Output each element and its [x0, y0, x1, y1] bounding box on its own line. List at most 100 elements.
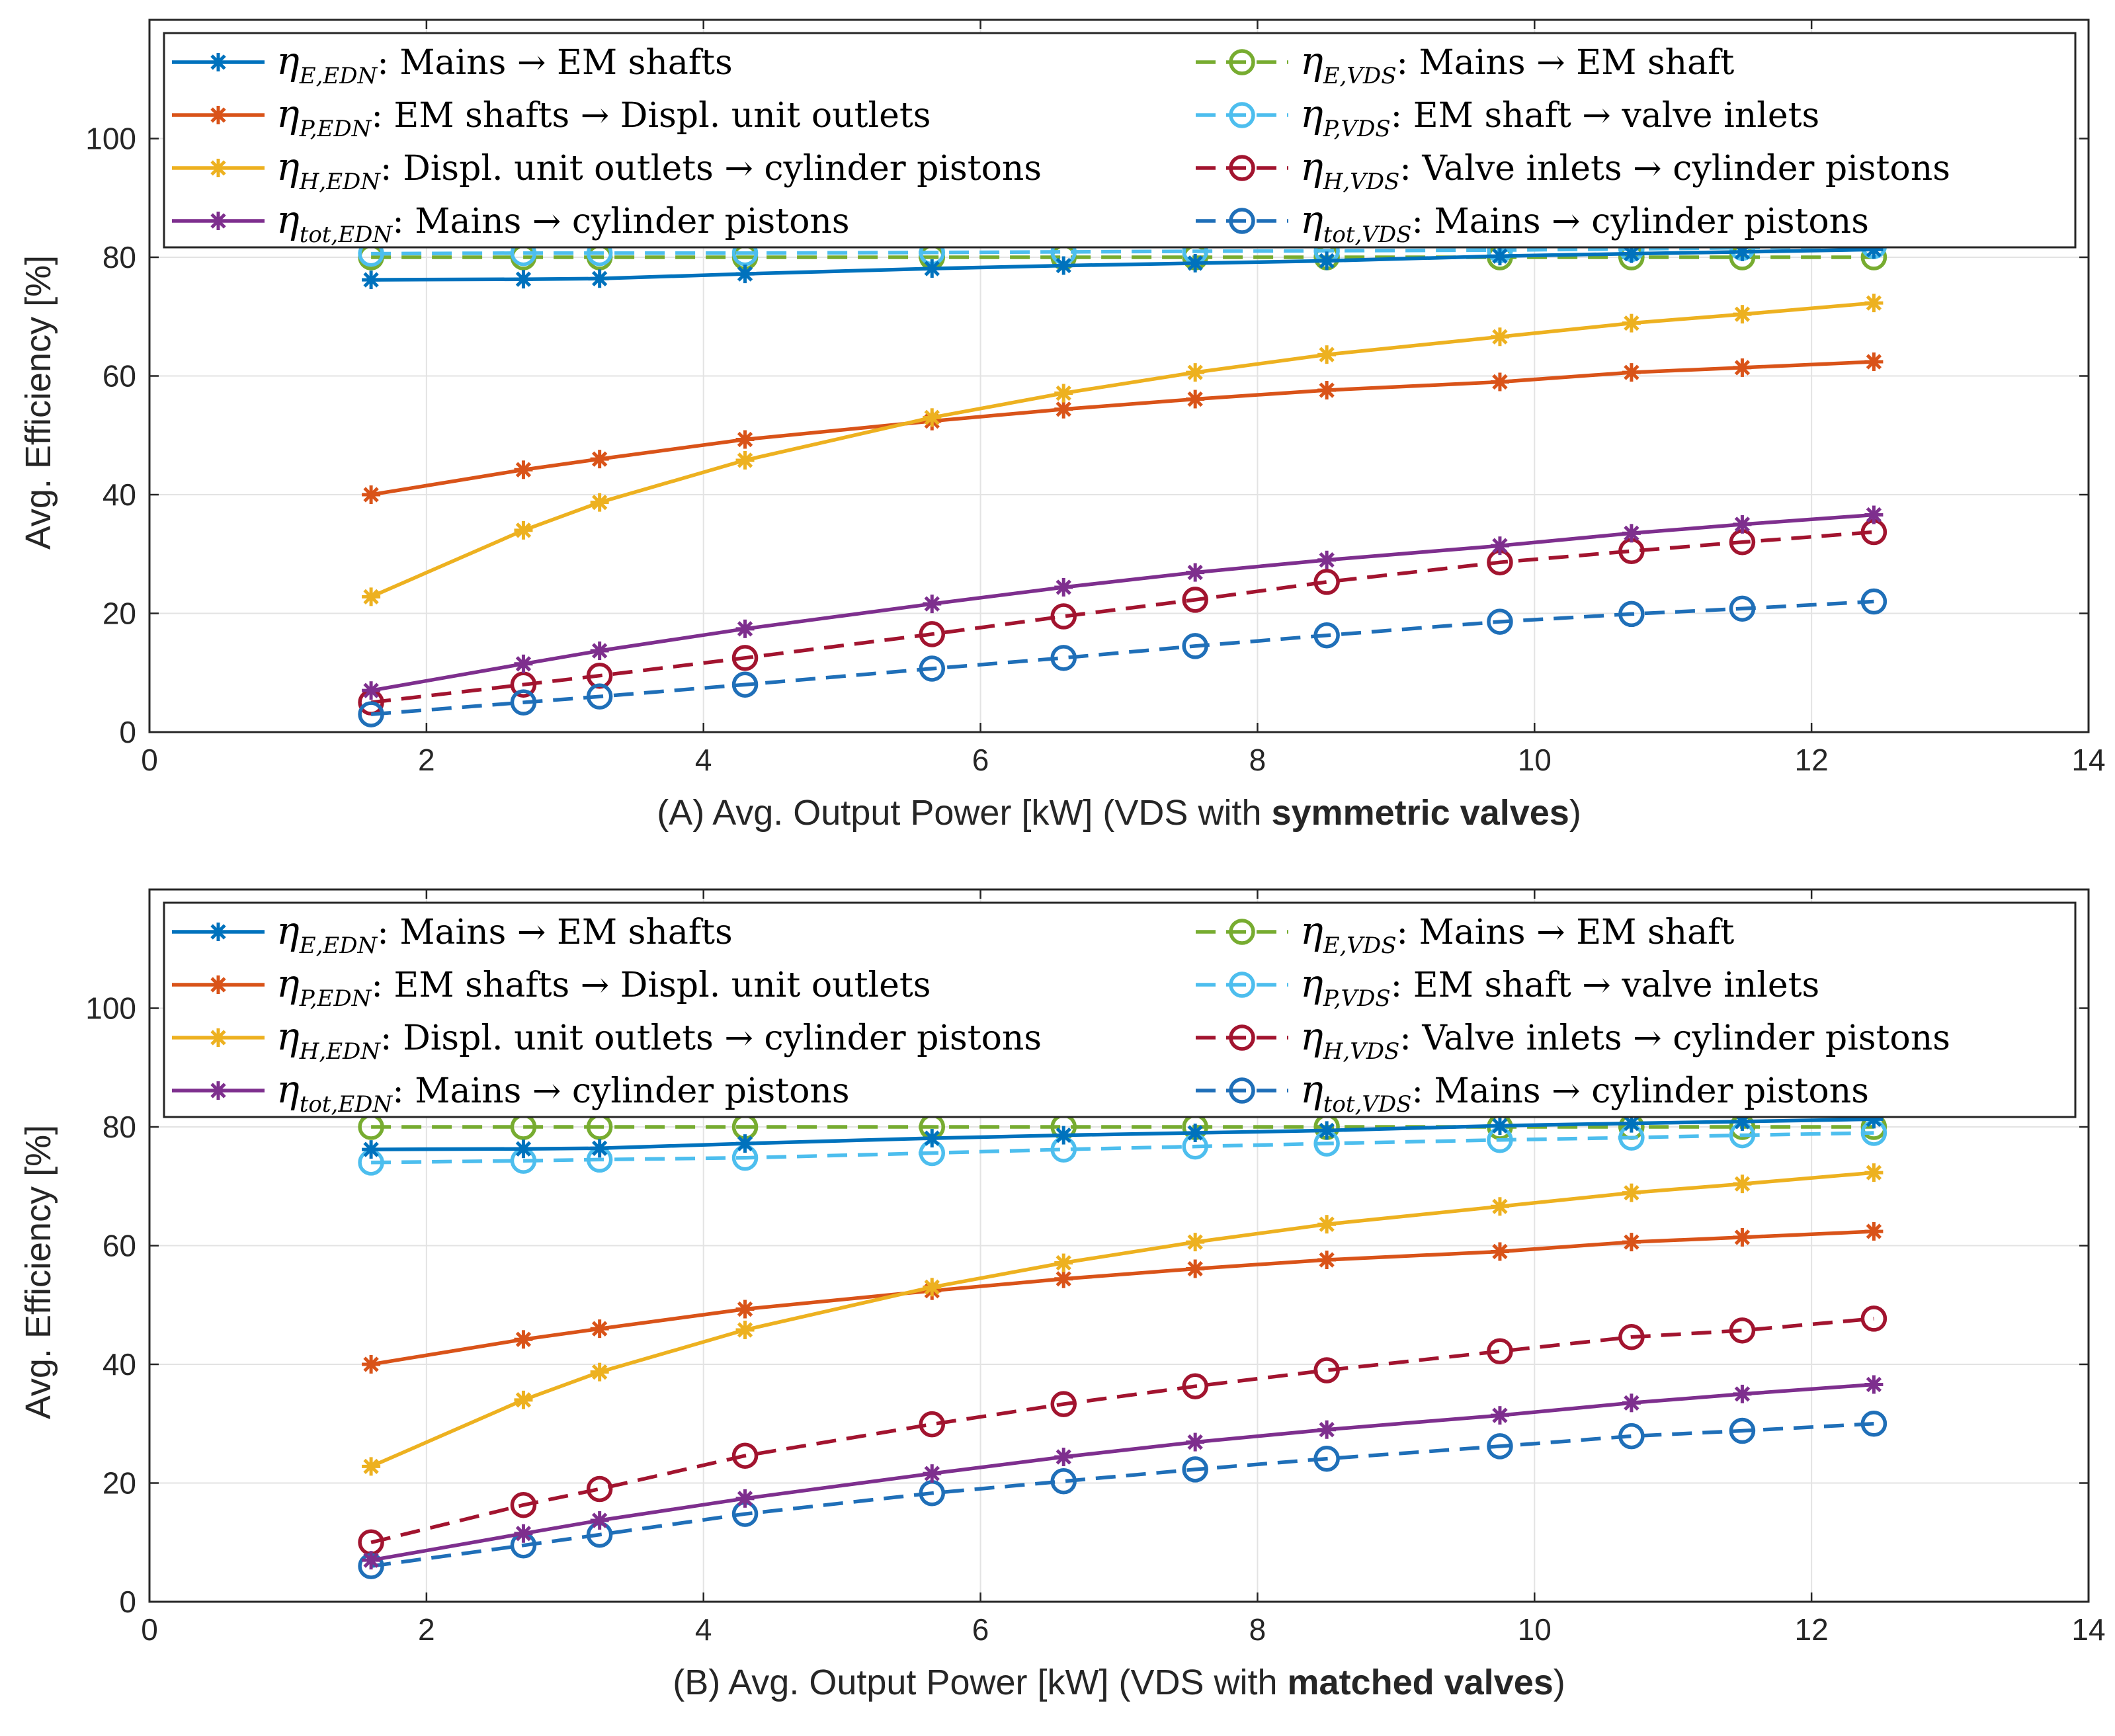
- data-point: [1186, 253, 1205, 272]
- x-axis-label-bold: matched valves: [1288, 1663, 1554, 1702]
- data-point: [1054, 384, 1073, 403]
- legend-subscript: H,VDS: [1323, 169, 1400, 195]
- data-point: [735, 619, 755, 638]
- legend-subscript: tot,VDS: [1323, 1091, 1412, 1118]
- legend-label: ηP,VDS: EM shaft → valve inlets: [1300, 91, 1819, 142]
- legend-description: : EM shaft → valve inlets: [1391, 96, 1820, 136]
- data-point: [1317, 1251, 1337, 1270]
- y-tick-label: 0: [119, 1585, 136, 1619]
- legend-label: ηH,EDN: Displ. unit outlets → cylinder p…: [276, 144, 1042, 195]
- x-axis-label-bold: symmetric valves: [1271, 793, 1569, 833]
- data-point: [514, 654, 533, 673]
- series-eta-P-EDN: [362, 352, 1884, 504]
- data-point: [590, 641, 609, 661]
- y-axis-label: Avg. Efficiency [%]: [19, 255, 58, 550]
- series-eta-tot-VDS: [358, 588, 1887, 727]
- x-axis-label-suffix: ): [1569, 793, 1581, 833]
- data-point: [1733, 1384, 1752, 1403]
- data-point: [1487, 1433, 1513, 1460]
- data-point: [1490, 1242, 1509, 1261]
- legend-marker: [1229, 1077, 1255, 1104]
- legend-subscript: H,VDS: [1323, 1038, 1400, 1065]
- legend-box: [163, 32, 2077, 249]
- data-point: [1618, 600, 1645, 628]
- x-axis-label-prefix: (B) Avg. Output Power [kW] (VDS with: [673, 1663, 1287, 1702]
- data-point: [590, 1362, 609, 1382]
- y-tick-label: 40: [103, 1347, 136, 1382]
- legend-description: : Mains → EM shaft: [1396, 913, 1734, 952]
- data-point: [923, 1129, 942, 1148]
- x-tick-label: 10: [1518, 1612, 1552, 1647]
- data-point: [514, 270, 533, 289]
- legend-marker: [1229, 208, 1255, 234]
- data-point: [590, 1511, 609, 1530]
- x-axis-label-prefix: (A) Avg. Output Power [kW] (VDS with: [657, 793, 1271, 833]
- series-eta-E-EDN: [362, 1110, 1884, 1159]
- ticks: 0 2 4 6 8 10 12 14 0 20 40 60 80 100: [85, 20, 2106, 777]
- data-point: [590, 1319, 609, 1339]
- data-point: [1313, 569, 1340, 595]
- data-point: [1729, 1317, 1756, 1344]
- data-point: [735, 1489, 755, 1508]
- data-point: [1186, 563, 1205, 582]
- legend-symbol: η: [1300, 91, 1323, 136]
- x-tick-label: 8: [1249, 1612, 1266, 1647]
- data-point: [1487, 608, 1513, 635]
- series-eta-H-VDS: [358, 1305, 1887, 1555]
- legend-description: : Mains → EM shaft: [1396, 43, 1734, 83]
- series-eta-H-EDN: [362, 1163, 1884, 1476]
- legend-subscript: E,EDN: [299, 932, 378, 959]
- data-point: [1054, 1448, 1073, 1467]
- legend-item-eta-P-VDS: ηP,VDS: EM shaft → valve inlets: [1196, 91, 1819, 142]
- y-tick-label: 20: [103, 1466, 136, 1501]
- x-tick-label: 14: [2071, 743, 2105, 777]
- data-point: [362, 681, 381, 700]
- data-point: [735, 450, 755, 470]
- legend-label: ηtot,VDS: Mains → cylinder pistons: [1300, 197, 1869, 248]
- legend-marker: [209, 923, 228, 941]
- panel-b: 0 2 4 6 8 10 12 14 0 20 40 60 80 100 Avg. Efficiency […: [19, 888, 2106, 1702]
- data-point: [1490, 1406, 1509, 1425]
- data-point: [731, 645, 759, 671]
- legend-marker: [1229, 102, 1255, 128]
- data-point: [731, 1442, 759, 1469]
- data-point: [923, 595, 942, 614]
- data-point: [1864, 294, 1884, 313]
- series-line: [370, 1229, 1874, 1366]
- y-tick-label: 60: [103, 359, 136, 393]
- data-point: [362, 270, 381, 290]
- data-point: [1054, 578, 1073, 597]
- x-tick-label: 14: [2071, 1612, 2105, 1647]
- legend-marker: [209, 1081, 228, 1100]
- legend-marker: [1229, 1024, 1255, 1051]
- data-point: [586, 1475, 613, 1503]
- legend-marker: [209, 975, 228, 994]
- x-tick-label: 2: [418, 743, 435, 777]
- data-point: [1864, 505, 1884, 524]
- data-point: [514, 1524, 533, 1543]
- legend-item-eta-E-VDS: ηE,VDS: Mains → EM shaft: [1196, 38, 1734, 89]
- data-point: [590, 493, 609, 512]
- data-point: [1490, 536, 1509, 556]
- data-point: [1182, 633, 1208, 659]
- data-point: [1864, 352, 1884, 371]
- legend-symbol: η: [276, 144, 300, 189]
- data-point: [514, 520, 533, 540]
- legend-description: : EM shafts → Displ. unit outlets: [371, 96, 931, 136]
- legend-description: : Valve inlets → cylinder pistons: [1399, 1018, 1950, 1058]
- data-point: [919, 1411, 946, 1438]
- legend-item-eta-tot-EDN: ηtot,EDN: Mains → cylinder pistons: [172, 197, 850, 248]
- data-point: [919, 621, 946, 647]
- data-point: [1186, 363, 1205, 382]
- legend-description: : Mains → cylinder pistons: [392, 202, 849, 241]
- x-tick-label: 6: [972, 1612, 989, 1647]
- data-point: [510, 1491, 537, 1518]
- legend-symbol: η: [276, 38, 300, 83]
- legend-item-eta-H-VDS: ηH,VDS: Valve inlets → cylinder pistons: [1196, 144, 1950, 195]
- legend-marker: [1229, 49, 1255, 75]
- series-eta-P-EDN: [362, 1221, 1884, 1374]
- data-point: [514, 460, 533, 479]
- data-point: [362, 1457, 381, 1476]
- y-tick-label: 0: [119, 715, 136, 749]
- data-point: [362, 1551, 381, 1570]
